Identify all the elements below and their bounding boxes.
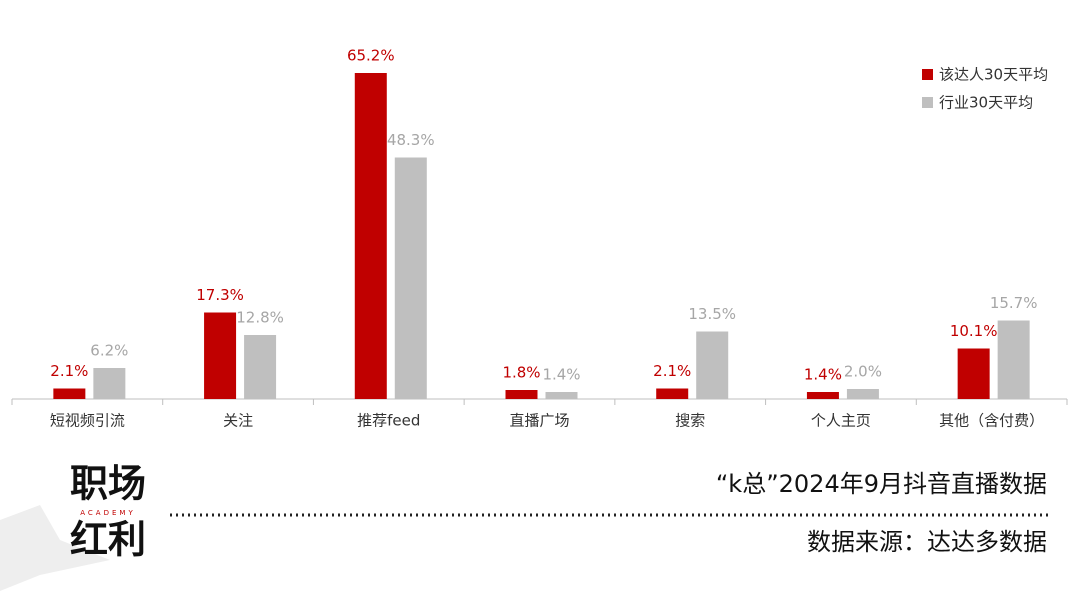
bar [93,368,126,399]
bar [545,392,578,399]
legend-swatch [922,69,933,80]
value-label: 13.5% [688,305,736,323]
bar [997,320,1030,399]
bar [244,335,277,399]
bar [696,331,729,399]
legend-label: 该达人30天平均 [939,66,1048,84]
value-label: 10.1% [950,322,998,340]
legend-swatch [922,97,933,108]
value-label: 48.3% [387,131,435,149]
logo-sub: ACADEMY [80,509,135,517]
x-tick-label: 其他（含付费） [939,412,1044,430]
legend-label: 行业30天平均 [939,94,1033,112]
bar [957,348,990,399]
logo-top: 职场 [70,462,146,506]
x-tick-label: 个人主页 [811,412,871,430]
x-tick-label: 关注 [223,412,253,430]
bar [394,157,427,399]
bar [354,73,387,399]
logo-shadow [0,505,110,591]
value-label: 1.4% [542,366,580,384]
bar [846,389,879,399]
value-label: 1.4% [804,366,842,384]
footer-source: 数据来源：达达多数据 [807,528,1047,556]
x-tick-label: 直播广场 [509,412,569,430]
value-label: 17.3% [196,286,244,304]
value-label: 1.8% [502,364,540,382]
logo-bottom: 红利 [70,518,146,562]
value-label: 2.0% [844,363,882,381]
value-label: 2.1% [50,362,88,380]
bar [656,388,689,399]
x-tick-label: 搜索 [675,412,705,430]
value-label: 15.7% [990,294,1038,312]
footer-title: “k总”2024年9月抖音直播数据 [716,470,1047,498]
value-label: 6.2% [90,342,128,360]
x-tick-label: 短视频引流 [50,412,125,430]
value-label: 12.8% [236,309,284,327]
value-label: 65.2% [347,47,395,65]
x-tick-label: 推荐feed [357,412,420,430]
value-label: 2.1% [653,362,691,380]
bar [204,312,237,399]
bar [53,388,86,399]
bar [505,390,538,399]
bar [806,392,839,399]
